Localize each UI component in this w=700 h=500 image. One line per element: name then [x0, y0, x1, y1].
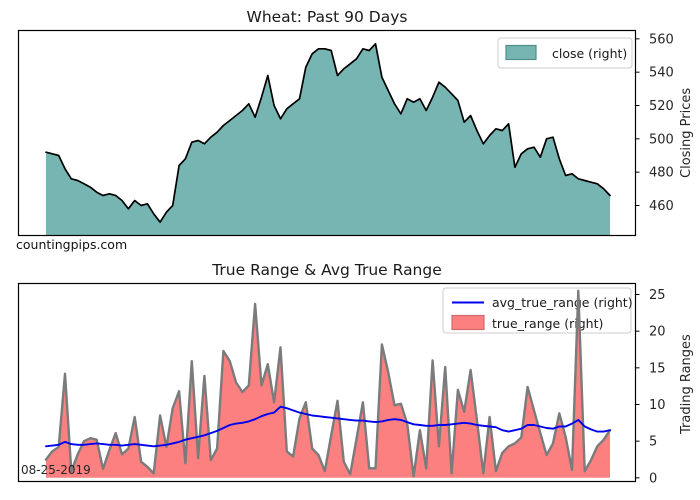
true_range-area — [46, 290, 610, 478]
top-chart-ylabel: Closing Prices — [679, 87, 694, 178]
y-tick-label: 460 — [649, 199, 674, 214]
legend-patch-swatch — [505, 44, 537, 61]
true-range-chart: avg_true_range (right) true_range (right)… — [17, 282, 666, 486]
watermark-text: countingpips.com — [16, 237, 128, 252]
y-tick-label: 500 — [649, 132, 674, 147]
legend-label: true_range (right) — [492, 316, 603, 331]
y-tick-label: 25 — [649, 288, 666, 303]
axes-box — [17, 29, 637, 237]
legend-patch-swatch — [451, 314, 485, 331]
y-tick-label: 20 — [649, 325, 666, 340]
legend: avg_true_range (right) true_range (right) — [442, 287, 633, 334]
date-annotation: 08-25-2019 — [21, 463, 91, 477]
y-tick-label: 0 — [649, 471, 657, 486]
close-line — [45, 42, 611, 224]
y-tick-label: 10 — [649, 398, 666, 413]
y-tick-label: 15 — [649, 361, 666, 376]
top-chart-title: Wheat: Past 90 Days — [246, 8, 408, 26]
axes-box — [17, 282, 637, 483]
bottom-chart-ylabel: Trading Ranges — [679, 334, 694, 434]
legend: close (right) — [497, 37, 633, 69]
y-tick-label: 560 — [649, 32, 674, 47]
legend-label: close (right) — [552, 46, 627, 61]
bottom-chart-title: True Range & Avg True Range — [212, 261, 442, 279]
true_range-line — [44, 289, 612, 478]
legend-label: avg_true_range (right) — [492, 295, 633, 310]
close-price-chart: close (right) 460 480 500 520 540 560 — [17, 29, 674, 237]
close-area — [46, 43, 610, 236]
y-tick-label: 480 — [649, 166, 674, 181]
y-tick-label: 540 — [649, 66, 674, 81]
avg_true_range-line — [45, 405, 611, 448]
y-tick-label: 520 — [649, 99, 674, 114]
y-tick-label: 5 — [649, 435, 657, 450]
